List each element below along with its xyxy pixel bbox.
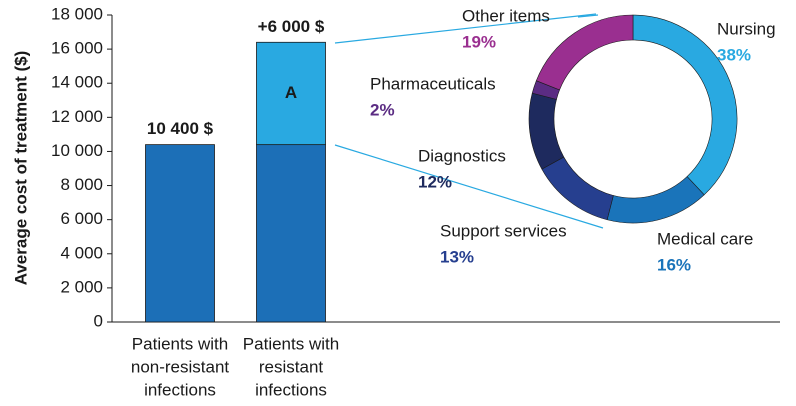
- slice-value-label: 2%: [370, 100, 395, 119]
- connector: [334, 144, 604, 229]
- slice-label: Medical care: [657, 229, 753, 248]
- value-label: 10 400 $: [147, 119, 214, 138]
- segment-label: A: [285, 83, 297, 102]
- connector: [334, 13, 597, 44]
- y-tick-label: 18 000: [51, 4, 103, 23]
- connector: [577, 14, 599, 18]
- slice-label: Nursing: [717, 19, 776, 38]
- value-label: +6 000 $: [258, 17, 325, 36]
- y-tick-label: 10 000: [51, 141, 103, 160]
- bar-segment: [145, 144, 215, 323]
- y-tick-label: 0: [94, 311, 103, 330]
- slice-value-label: 12%: [418, 172, 452, 191]
- donut-slice: [606, 176, 705, 224]
- x-tick-label: resistant: [259, 357, 324, 376]
- slice-label: Pharmaceuticals: [370, 74, 496, 93]
- x-tick-label: Patients with: [243, 334, 339, 353]
- y-tick-label: 14 000: [51, 73, 103, 92]
- y-tick-label: 6 000: [60, 209, 103, 228]
- x-tick-label: non-resistant: [131, 357, 230, 376]
- slice-label: Support services: [440, 221, 567, 240]
- y-tick-label: 8 000: [60, 175, 103, 194]
- donut-slice: [528, 92, 565, 170]
- y-tick-label: 2 000: [60, 277, 103, 296]
- slice-value-label: 38%: [717, 45, 751, 64]
- y-axis-label: Average cost of treatment ($): [11, 51, 30, 286]
- x-tick-label: Patients with: [132, 334, 228, 353]
- donut-slice: [535, 14, 634, 91]
- slice-value-label: 13%: [440, 247, 474, 266]
- x-tick-label: infections: [255, 380, 327, 399]
- bar-segment: [256, 41, 326, 146]
- y-tick-label: 12 000: [51, 107, 103, 126]
- slice-value-label: 16%: [657, 255, 691, 274]
- y-tick-label: 4 000: [60, 243, 103, 262]
- y-tick-label: 16 000: [51, 39, 103, 58]
- x-tick-label: infections: [144, 380, 216, 399]
- slice-label: Other items: [462, 6, 550, 25]
- donut-slice: [632, 14, 738, 196]
- donut-slice: [541, 156, 614, 221]
- slice-label: Diagnostics: [418, 146, 506, 165]
- bar-segment: [256, 144, 326, 323]
- slice-value-label: 19%: [462, 32, 496, 51]
